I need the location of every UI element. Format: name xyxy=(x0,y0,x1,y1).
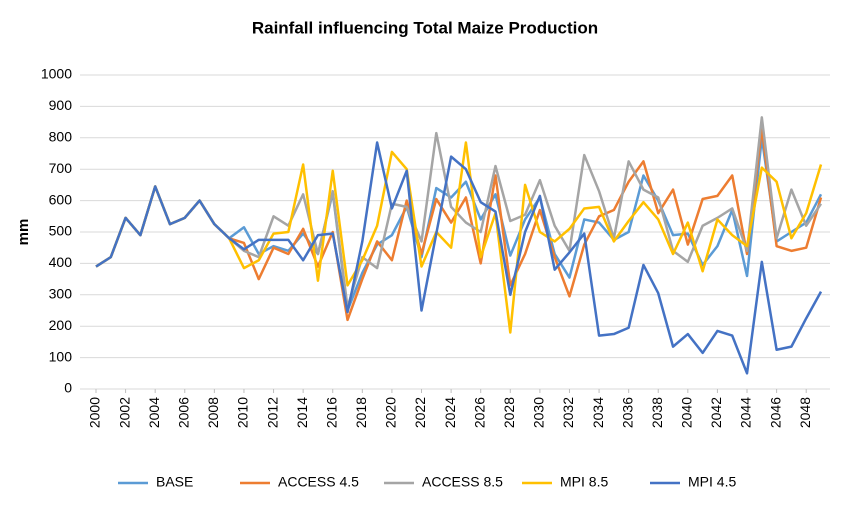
y-tick-label: 1000 xyxy=(41,66,72,82)
x-tick-label: 2000 xyxy=(87,397,103,428)
x-tick-label: 2036 xyxy=(619,397,635,428)
x-tick-label: 2020 xyxy=(383,397,399,428)
y-tick-label: 300 xyxy=(49,286,73,302)
y-axis-label: mm xyxy=(15,219,32,246)
y-tick-label: 600 xyxy=(49,191,73,207)
x-tick-label: 2044 xyxy=(738,397,754,428)
y-tick-label: 700 xyxy=(49,160,73,176)
x-tick-label: 2042 xyxy=(708,397,724,428)
y-tick-label: 500 xyxy=(49,223,73,239)
y-tick-label: 900 xyxy=(49,97,73,113)
series-line xyxy=(95,141,823,375)
x-tick-label: 2030 xyxy=(531,397,547,428)
x-tick-label: 2046 xyxy=(767,397,783,428)
x-tick-label: 2032 xyxy=(560,397,576,428)
x-tick-label: 2016 xyxy=(323,397,339,428)
legend-label: MPI 4.5 xyxy=(688,474,736,490)
x-tick-label: 2010 xyxy=(235,397,251,428)
y-tick-label: 800 xyxy=(49,129,73,145)
x-tick-label: 2008 xyxy=(205,397,221,428)
x-tick-label: 2026 xyxy=(471,397,487,428)
y-tick-label: 100 xyxy=(49,348,73,364)
y-tick-label: 200 xyxy=(49,317,73,333)
legend-label: MPI 8.5 xyxy=(560,474,608,490)
x-tick-label: 2006 xyxy=(175,397,191,428)
x-tick-label: 2014 xyxy=(294,397,310,428)
y-tick-label: 0 xyxy=(64,380,72,396)
x-tick-label: 2028 xyxy=(501,397,517,428)
y-tick-label: 400 xyxy=(49,254,73,270)
x-tick-label: 2018 xyxy=(353,397,369,428)
x-tick-label: 2012 xyxy=(264,397,280,428)
x-tick-label: 2024 xyxy=(442,397,458,428)
x-tick-label: 2004 xyxy=(146,397,162,428)
x-tick-label: 2022 xyxy=(412,397,428,428)
x-tick-label: 2040 xyxy=(679,397,695,428)
x-tick-label: 2002 xyxy=(116,397,132,428)
chart-title: Rainfall influencing Total Maize Product… xyxy=(252,18,598,37)
legend-label: ACCESS 8.5 xyxy=(422,474,503,490)
x-tick-label: 2048 xyxy=(797,397,813,428)
series-line xyxy=(95,127,823,322)
legend-label: ACCESS 4.5 xyxy=(278,474,359,490)
series-line xyxy=(95,141,823,334)
x-tick-label: 2034 xyxy=(590,397,606,428)
x-tick-label: 2038 xyxy=(649,397,665,428)
legend-label: BASE xyxy=(156,474,193,490)
